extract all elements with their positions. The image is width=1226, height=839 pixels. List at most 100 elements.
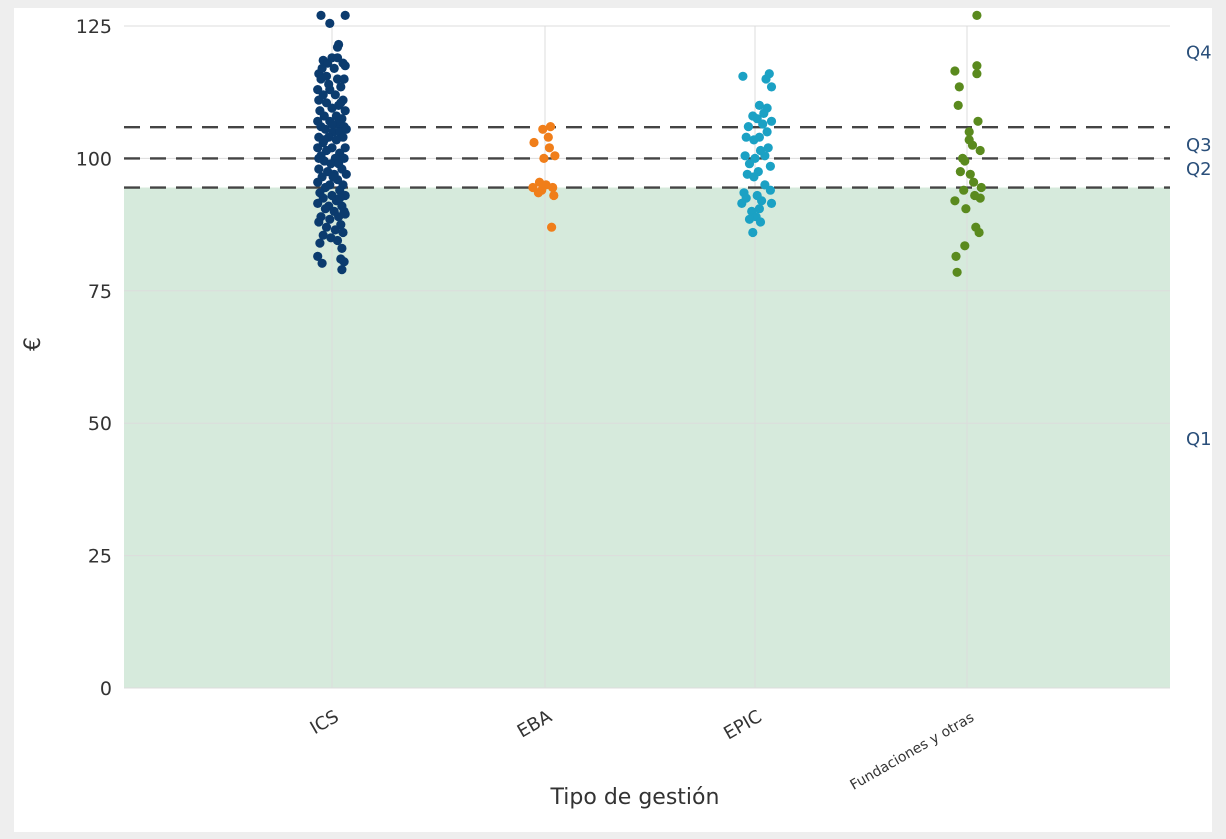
data-point-ics-94 <box>332 235 343 246</box>
data-point-ics-92 <box>318 230 328 240</box>
data-point-ics-101 <box>341 124 351 134</box>
data-point-ics-99 <box>336 98 346 108</box>
data-point-fundaciones-y-otras-19 <box>950 196 960 206</box>
data-point-ics-42 <box>320 124 330 134</box>
data-point-ics-97 <box>319 135 329 145</box>
data-point-ics-8 <box>325 18 335 28</box>
data-point-ics-91 <box>338 227 348 238</box>
data-point-ics-10 <box>332 42 343 52</box>
data-point-fundaciones-y-otras-17 <box>976 182 986 193</box>
y-axis-title: € <box>21 337 46 351</box>
data-point-ics-78 <box>313 198 323 208</box>
y-tick-label-125: 125 <box>76 16 112 38</box>
data-point-fundaciones-y-otras-21 <box>961 204 971 214</box>
data-point-fundaciones-y-otras-20 <box>975 193 985 203</box>
data-point-ics-98 <box>328 172 338 182</box>
data-point-epic-21 <box>744 159 755 169</box>
data-point-epic-3 <box>766 82 777 92</box>
data-point-ics-33 <box>340 106 350 116</box>
data-point-ics-6 <box>316 10 326 20</box>
x-tick-labels: ICS EBA EPIC Fundaciones y otras <box>307 706 977 794</box>
data-point-ics-104 <box>314 153 324 163</box>
data-point-fundaciones-y-otras-4 <box>954 82 964 92</box>
data-point-ics-96 <box>340 209 350 219</box>
data-point-ics-27 <box>314 95 324 105</box>
data-point-eba-12 <box>533 188 544 198</box>
data-point-ics-17 <box>340 61 350 71</box>
data-point-eba-6 <box>539 153 549 163</box>
quartile-lines-layer <box>124 125 1170 189</box>
data-point-ics-95 <box>315 238 325 248</box>
data-point-eba-14 <box>547 222 557 232</box>
data-point-fundaciones-y-otras-12 <box>960 156 970 166</box>
data-point-fundaciones-y-otras-25 <box>951 251 961 261</box>
data-point-ics-4 <box>337 265 347 275</box>
data-point-ics-16 <box>329 63 339 73</box>
data-point-ics-24 <box>336 82 346 92</box>
data-point-fundaciones-y-otras-0 <box>972 10 982 20</box>
data-point-epic-16 <box>763 143 773 153</box>
data-point-epic-13 <box>741 132 751 142</box>
data-point-ics-68 <box>313 177 323 187</box>
x-tick-label-fundaciones-y-otras: Fundaciones y otras <box>847 710 977 794</box>
quartile-labels: Q4 Q3 Q2 Q1 <box>1186 42 1212 450</box>
data-point-ics-65 <box>341 169 351 179</box>
data-point-epic-34 <box>754 204 765 214</box>
data-point-epic-6 <box>759 108 769 118</box>
q1-shaded-region <box>124 187 1170 688</box>
data-point-ics-32 <box>327 103 337 113</box>
data-point-epic-12 <box>762 127 772 137</box>
data-point-ics-103 <box>332 53 343 63</box>
data-point-fundaciones-y-otras-23 <box>974 227 984 238</box>
data-point-epic-22 <box>765 161 776 171</box>
chart-panel: 0 25 50 75 100 125 ICS EBA EPIC Fundaciones y ot… <box>14 8 1212 832</box>
data-point-fundaciones-y-otras-15 <box>969 177 979 187</box>
x-tick-label-epic: EPIC <box>720 706 765 744</box>
data-point-eba-13 <box>549 190 559 201</box>
data-point-fundaciones-y-otras-14 <box>965 169 975 179</box>
data-point-ics-90 <box>330 225 340 235</box>
quartile-label-q3: Q3 <box>1186 135 1212 156</box>
data-point-ics-105 <box>327 119 337 129</box>
data-point-fundaciones-y-otras-7 <box>964 127 974 137</box>
y-tick-label-100: 100 <box>76 148 112 170</box>
data-point-ics-89 <box>321 222 332 232</box>
y-tick-labels: 0 25 50 75 100 125 <box>76 16 112 700</box>
data-point-eba-5 <box>550 151 560 161</box>
data-point-epic-10 <box>743 122 754 132</box>
data-point-ics-1 <box>317 258 327 268</box>
data-point-ics-81 <box>320 204 330 214</box>
data-point-ics-61 <box>314 164 324 174</box>
quartile-label-q2: Q2 <box>1186 159 1212 180</box>
y-tick-label-0: 0 <box>100 678 112 700</box>
scatter-chart: 0 25 50 75 100 125 ICS EBA EPIC Fundaciones y ot… <box>21 10 1212 810</box>
data-point-epic-38 <box>755 217 766 227</box>
data-point-epic-31 <box>757 196 767 206</box>
data-point-eba-1 <box>543 132 553 142</box>
x-tick-label-ics: ICS <box>307 706 343 739</box>
data-point-fundaciones-y-otras-2 <box>972 61 982 71</box>
data-point-ics-100 <box>324 79 334 89</box>
data-point-epic-9 <box>766 116 777 126</box>
data-point-ics-87 <box>314 217 324 227</box>
data-point-ics-102 <box>317 63 327 73</box>
x-axis-title: Tipo de gestión <box>550 785 720 810</box>
data-point-epic-28 <box>765 185 776 195</box>
quartile-label-q4: Q4 <box>1186 42 1212 63</box>
data-point-ics-19 <box>321 71 332 81</box>
data-point-epic-4 <box>754 100 765 110</box>
data-point-ics-26 <box>330 90 340 100</box>
quartile-label-q1: Q1 <box>1186 429 1212 450</box>
data-point-epic-20 <box>760 151 770 161</box>
data-point-fundaciones-y-otras-6 <box>973 116 983 126</box>
y-tick-label-50: 50 <box>88 413 112 435</box>
data-point-eba-2 <box>545 122 556 132</box>
data-point-eba-3 <box>538 124 548 134</box>
data-points-layer <box>313 10 986 277</box>
data-point-fundaciones-y-otras-13 <box>955 167 966 177</box>
data-point-ics-20 <box>332 74 343 84</box>
data-point-eba-11 <box>548 182 558 193</box>
data-point-epic-0 <box>738 71 748 81</box>
data-point-fundaciones-y-otras-1 <box>950 66 960 76</box>
data-point-fundaciones-y-otras-5 <box>953 100 963 110</box>
